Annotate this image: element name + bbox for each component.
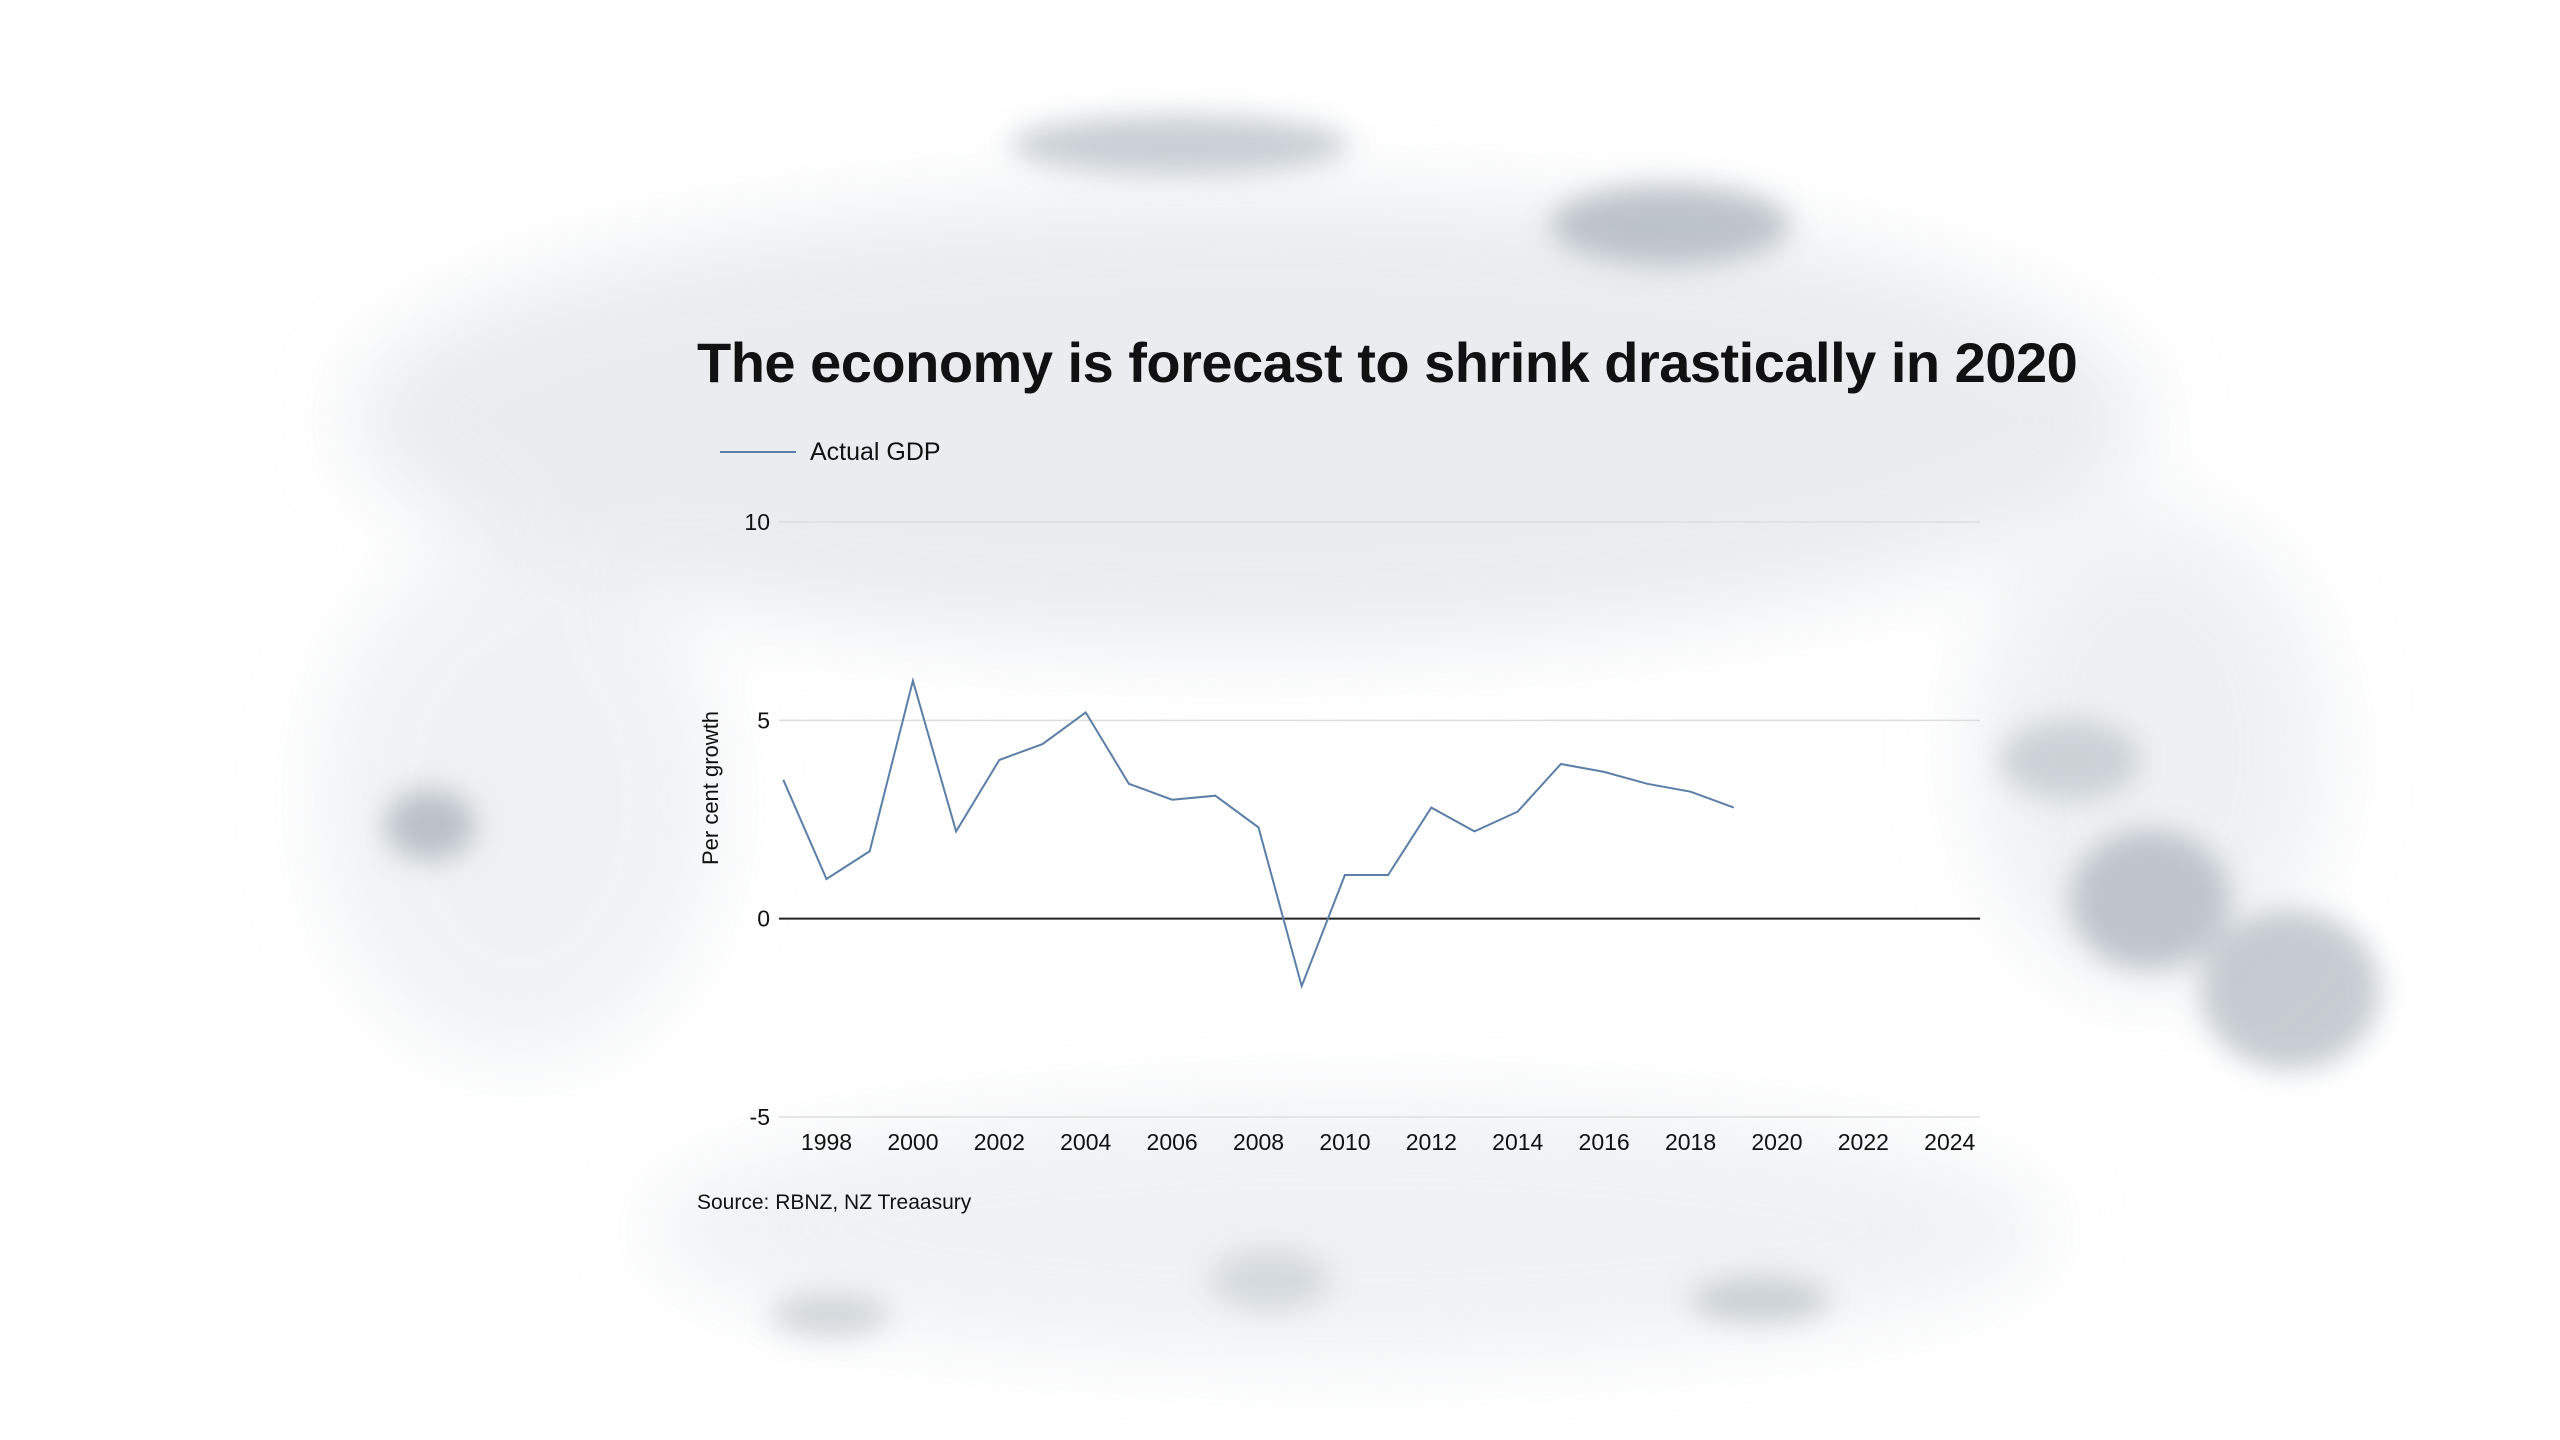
data-point: [1299, 983, 1305, 989]
x-tick-label: 2004: [1060, 1129, 1111, 1155]
data-point: [1428, 805, 1434, 811]
x-tick-label: 2008: [1233, 1129, 1284, 1155]
data-point: [1688, 789, 1694, 795]
x-tick-label: 2016: [1579, 1129, 1630, 1155]
data-point: [824, 876, 830, 882]
data-point: [1256, 824, 1262, 830]
data-point: [953, 828, 959, 834]
legend-label-actual-gdp: Actual GDP: [810, 437, 941, 466]
x-tick-label: 2010: [1319, 1129, 1370, 1155]
data-point: [1644, 781, 1650, 787]
x-tick-label: 2000: [887, 1129, 938, 1155]
y-tick-label: -5: [750, 1104, 770, 1130]
y-tick-label: 0: [757, 906, 770, 932]
x-tick-label: 2024: [1924, 1129, 1975, 1155]
data-point: [1169, 797, 1175, 803]
x-tick-label: 2014: [1492, 1129, 1543, 1155]
data-point: [910, 678, 916, 684]
legend: Actual GDP: [720, 432, 941, 472]
chart-title: The economy is forecast to shrink drasti…: [697, 331, 2078, 394]
data-point: [1601, 769, 1607, 775]
data-point: [1083, 709, 1089, 715]
x-tick-label: 2022: [1838, 1129, 1889, 1155]
data-point: [1126, 781, 1132, 787]
data-point: [1342, 872, 1348, 878]
data-point: [1515, 809, 1521, 815]
legend-swatch-actual-gdp: [720, 451, 796, 453]
source-note: Source: RBNZ, NZ Treaasury: [697, 1191, 972, 1214]
y-axis-title: Per cent growth: [698, 711, 723, 865]
data-point: [1040, 741, 1046, 747]
y-tick-label: 5: [757, 707, 770, 733]
x-tick-label: 2002: [974, 1129, 1025, 1155]
x-tick-label: 2012: [1406, 1129, 1457, 1155]
x-tick-label: 2018: [1665, 1129, 1716, 1155]
y-tick-label: 10: [744, 509, 770, 535]
data-point: [1212, 793, 1218, 799]
data-point: [1558, 761, 1564, 767]
x-tick-label: 1998: [801, 1129, 852, 1155]
x-tick-label: 2006: [1147, 1129, 1198, 1155]
series-line-actual-gdp: [782, 676, 1735, 990]
x-tick-label: 2020: [1751, 1129, 1802, 1155]
data-point: [780, 777, 786, 783]
data-point: [867, 848, 873, 854]
data-point: [1472, 828, 1478, 834]
data-point: [1385, 872, 1391, 878]
data-point: [1731, 805, 1737, 811]
data-point: [996, 757, 1002, 763]
